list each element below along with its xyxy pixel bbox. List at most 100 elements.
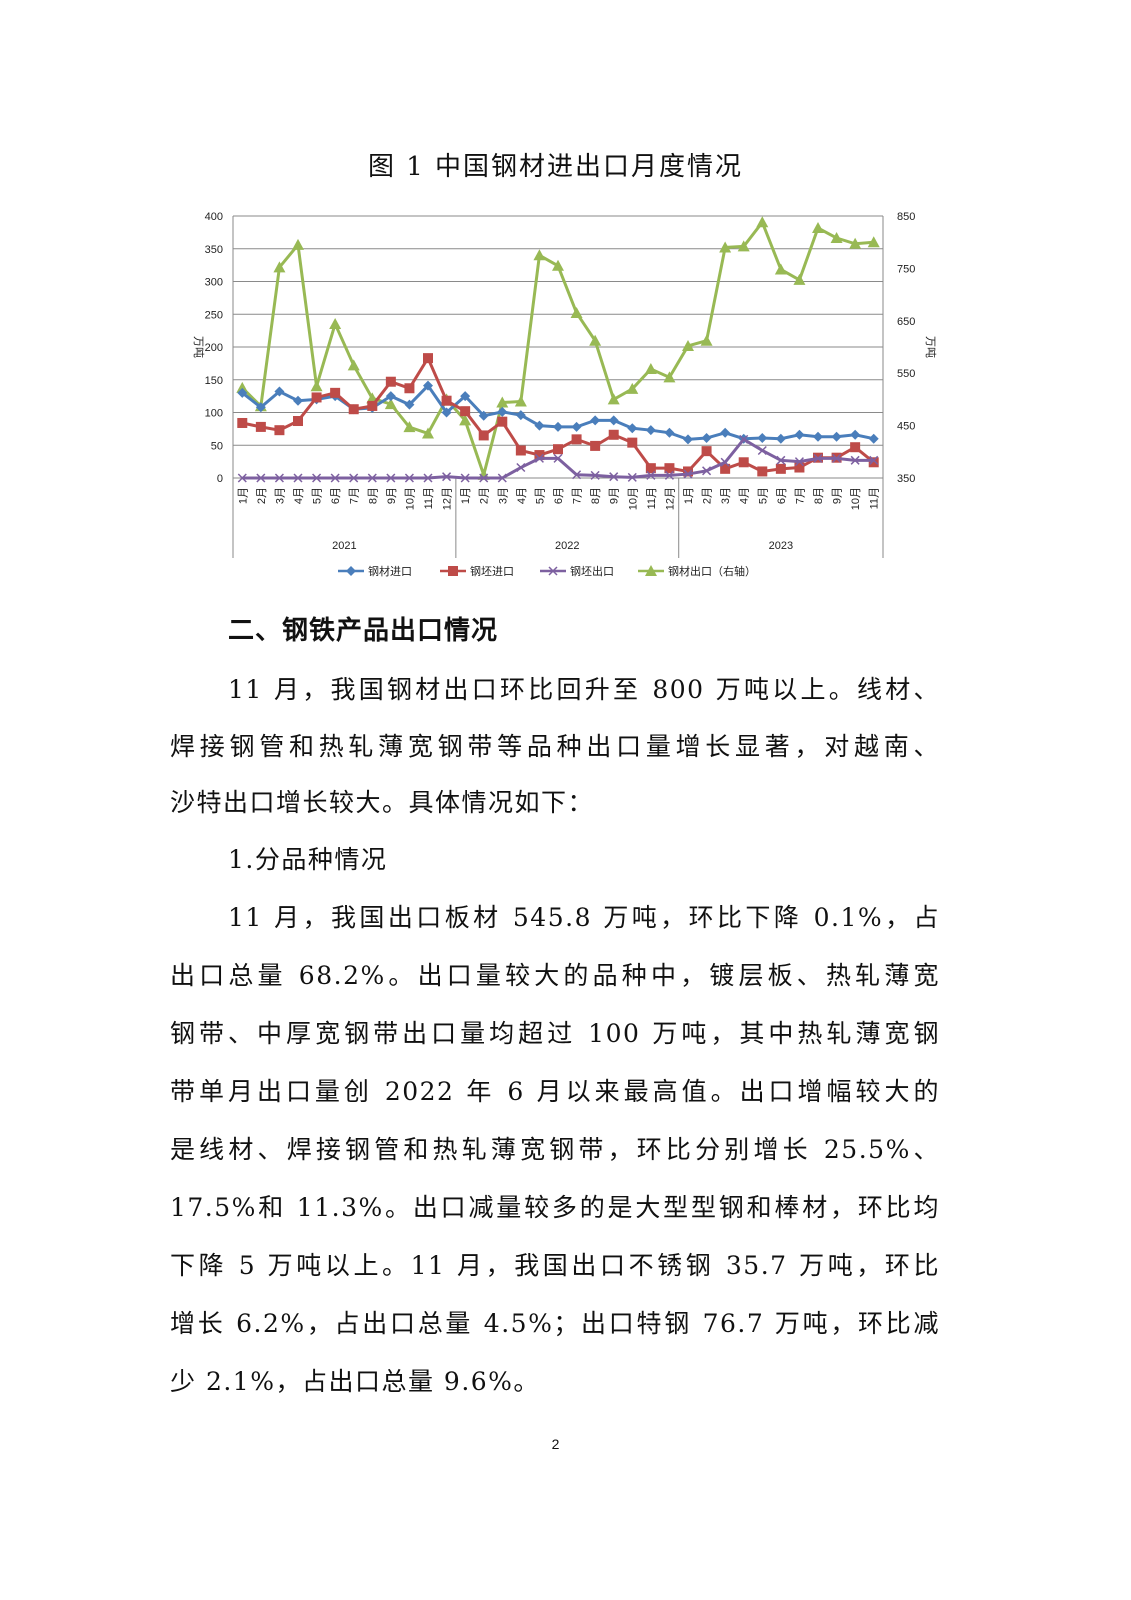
data-point-triangle xyxy=(867,236,880,248)
data-point-triangle xyxy=(533,249,546,261)
x-tick-label: 7月 xyxy=(794,487,806,504)
data-point-triangle xyxy=(719,241,732,253)
steel-trade-chart: 0 50 100 150 200 250 300 350 400 350 450 550 650 750 8… xyxy=(192,211,937,578)
data-point-x xyxy=(367,473,377,483)
x-tick-label: 12月 xyxy=(442,487,454,510)
figure-title: 图 1 中国钢材进出口月度情况 xyxy=(367,152,744,182)
series-line xyxy=(241,354,875,474)
data-point-diamond xyxy=(497,406,508,417)
right-tick-label: 750 xyxy=(897,263,915,275)
paragraph-line: 是线材、焊接钢管和热轧薄宽钢带，环比分别增长 25.5%、 xyxy=(170,1135,940,1164)
data-point-diamond xyxy=(385,391,396,402)
paragraph-line: 焊接钢管和热轧薄宽钢带等品种出口量增长显著，对越南、 xyxy=(170,732,940,761)
data-point-triangle xyxy=(384,398,397,410)
data-point-square xyxy=(664,463,675,474)
left-tick-label: 150 xyxy=(205,375,223,387)
data-point-diamond xyxy=(720,427,731,438)
data-point-square xyxy=(330,387,341,398)
x-tick-label: 7月 xyxy=(349,487,361,504)
data-point-square xyxy=(293,416,303,427)
data-point-triangle xyxy=(552,259,564,271)
x-tick-label: 11月 xyxy=(646,487,658,509)
data-point-square xyxy=(497,416,508,427)
data-point-square xyxy=(441,395,452,406)
data-point-square xyxy=(448,566,458,576)
x-tick-label: 5月 xyxy=(757,487,769,504)
page-number: 2 xyxy=(551,1436,560,1452)
series-2 xyxy=(237,434,879,483)
data-point-x xyxy=(293,473,303,483)
paragraph-line: 11 月，我国出口板材 545.8 万吨，环比下降 0.1%，占 xyxy=(228,903,940,932)
x-tick-label: 5月 xyxy=(534,487,546,504)
paragraph-line: 17.5%和 11.3%。出口减量较多的是大型型钢和棒材，环比均 xyxy=(170,1193,940,1222)
data-point-diamond xyxy=(534,420,545,431)
data-point-x xyxy=(423,473,433,483)
data-point-x xyxy=(776,455,786,465)
data-point-triangle xyxy=(626,382,639,394)
data-point-square xyxy=(237,417,248,428)
x-tick-label: 7月 xyxy=(572,487,584,504)
data-point-x xyxy=(646,470,656,480)
data-point-diamond xyxy=(423,380,433,391)
series-1 xyxy=(237,353,879,477)
data-point-square xyxy=(460,406,471,417)
data-point-x xyxy=(609,472,619,482)
data-point-x xyxy=(590,470,600,480)
data-point-triangle xyxy=(236,381,249,393)
data-point-square xyxy=(683,466,693,477)
left-tick-label: 200 xyxy=(205,342,223,354)
data-point-triangle xyxy=(849,237,862,249)
data-point-x xyxy=(702,466,712,476)
data-point-x xyxy=(757,445,767,456)
data-point-square xyxy=(423,353,433,364)
paragraph-line: 带单月出口量创 2022 年 6 月以来最高值。出口增幅较大的 xyxy=(170,1077,940,1106)
x-tick-label: 12月 xyxy=(664,487,676,510)
data-point-diamond xyxy=(460,391,471,402)
paragraph-line: 出口总量 68.2%。出口量较大的品种中，镀层板、热轧薄宽 xyxy=(170,961,940,990)
subheading: 1.分品种情况 xyxy=(228,845,388,874)
right-tick-label: 450 xyxy=(897,421,915,433)
data-point-diamond xyxy=(571,421,582,432)
left-axis-label: 万吨 xyxy=(192,336,205,358)
data-point-square xyxy=(590,440,601,451)
data-point-diamond xyxy=(794,429,805,440)
x-tick-label: 9月 xyxy=(609,487,621,504)
data-point-x xyxy=(256,473,266,483)
left-tick-label: 400 xyxy=(205,211,223,223)
data-point-square xyxy=(571,434,582,445)
data-point-triangle xyxy=(292,238,304,250)
data-point-triangle xyxy=(737,240,750,252)
data-point-triangle xyxy=(663,371,676,383)
data-point-triangle xyxy=(329,317,342,329)
data-point-triangle xyxy=(645,565,657,576)
data-point-triangle xyxy=(682,339,694,351)
paragraph-line: 钢带、中厚宽钢带出口量均超过 100 万吨，其中热轧薄宽钢 xyxy=(170,1019,940,1048)
data-point-diamond xyxy=(813,431,823,442)
right-tick-label: 650 xyxy=(897,316,915,328)
data-point-square xyxy=(757,466,768,477)
x-tick-label: 10月 xyxy=(627,487,639,510)
data-point-square xyxy=(608,429,619,440)
data-point-triangle xyxy=(459,414,472,426)
data-point-triangle xyxy=(273,261,286,273)
data-point-x xyxy=(813,453,823,463)
data-point-x xyxy=(553,453,563,463)
data-point-x xyxy=(404,473,414,483)
x-tick-label: 3月 xyxy=(274,487,286,504)
data-point-x xyxy=(739,434,749,444)
data-point-triangle xyxy=(496,396,509,408)
data-point-diamond xyxy=(664,427,675,438)
left-tick-label: 100 xyxy=(205,408,223,420)
data-point-diamond xyxy=(868,433,879,444)
data-point-diamond xyxy=(553,421,563,432)
x-tick-label: 3月 xyxy=(720,487,732,504)
data-point-diamond xyxy=(831,431,842,442)
x-tick-label: 2月 xyxy=(256,487,268,504)
data-point-square xyxy=(850,442,861,453)
data-point-square xyxy=(534,450,545,461)
right-axis-label: 万吨 xyxy=(924,336,937,358)
legend-label: 钢坯进口 xyxy=(470,565,514,578)
x-tick-label: 1月 xyxy=(460,487,472,504)
data-point-diamond xyxy=(255,402,266,413)
data-point-x xyxy=(312,473,322,483)
